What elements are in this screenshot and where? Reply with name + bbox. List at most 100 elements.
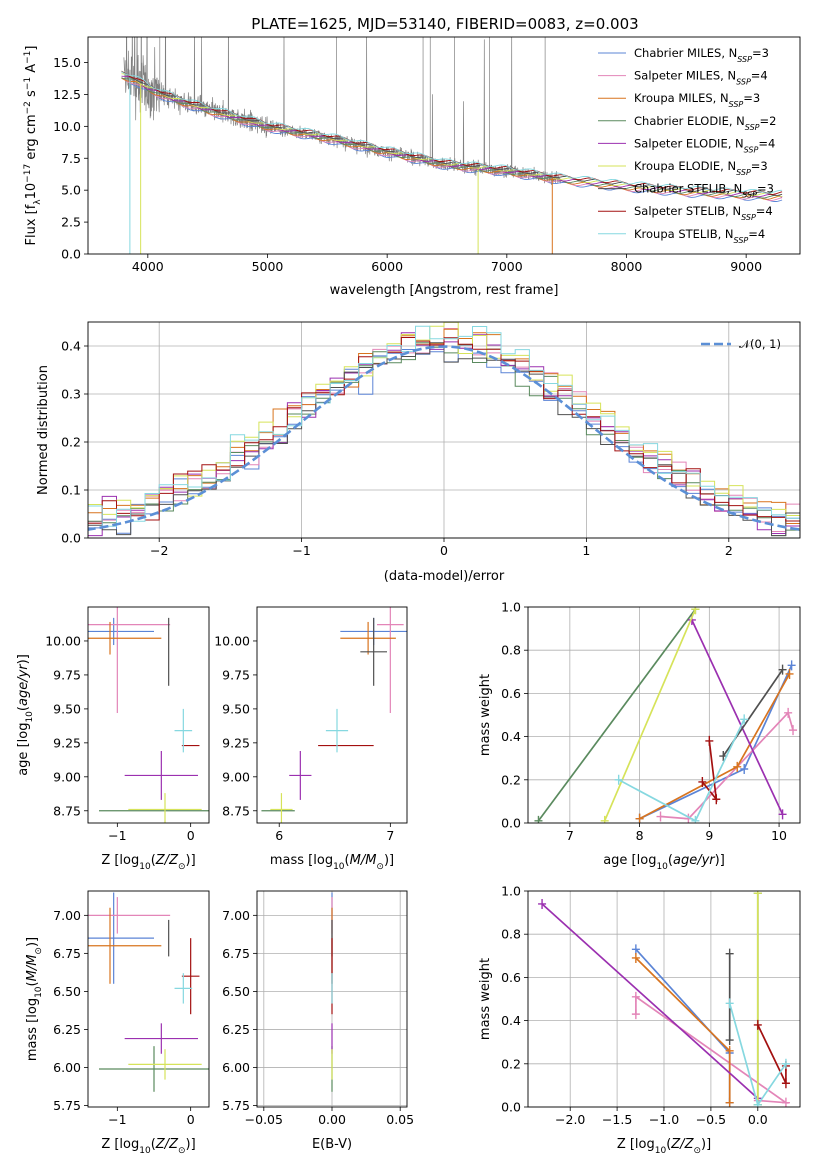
label-part: −17 xyxy=(23,164,33,183)
legend-n: =4 xyxy=(758,136,775,150)
plot-area-residuals xyxy=(88,322,800,537)
weight-line xyxy=(541,903,759,1100)
label-part: ( xyxy=(668,853,673,868)
axes-mass_vs_ebv: −0.05 0.00 0.05 5.75 6.00 6.25 6.50 6.75 7.00 E(B… xyxy=(222,890,414,1152)
label-part: ( xyxy=(345,853,350,868)
model-spectrum xyxy=(121,75,783,198)
weight-marker xyxy=(614,774,623,785)
label-part: M/M xyxy=(350,853,377,868)
grid-weight_vs_age xyxy=(528,606,800,824)
axes-spectrum: 4000 5000 6000 7000 8000 9000 0.0 2.5 5.0 7.5 10.0… xyxy=(23,36,801,298)
weight-line xyxy=(618,718,745,822)
label-part: age [log xyxy=(16,723,31,776)
y-tick-label: 0.8 xyxy=(501,927,521,942)
x-axis-label: Z [log10(Z/Z⊙)] xyxy=(617,1137,711,1156)
y-tick-label: 8.75 xyxy=(222,803,250,818)
x-axis-label: mass [log10(M/M⊙)] xyxy=(270,853,394,872)
axes-weight_vs_age: 7 8 9 10 0.0 0.2 0.4 0.6 0.8 1.0 mass weight age [l… xyxy=(478,600,801,872)
label-part: 10 xyxy=(24,183,39,200)
label-part: ⊙ xyxy=(34,947,44,955)
label-part: )] xyxy=(186,853,196,868)
legend-label: Kroupa ELODIE, NSSP=3 xyxy=(634,159,768,177)
y-tick-label: 6.75 xyxy=(53,946,81,961)
axis-age_vs_mass: 6 7 8.75 9.00 9.25 9.50 9.75 10.00 mass [log10(M… xyxy=(214,606,408,872)
weight-marker xyxy=(781,1058,790,1069)
label-part: erg cm xyxy=(24,114,39,163)
label-part: −1 xyxy=(23,51,33,64)
x-tick-label: −0.05 xyxy=(245,1112,283,1127)
axes-frame xyxy=(87,36,801,255)
weight-marker xyxy=(725,948,734,959)
legend-name: Salpeter MILES, N xyxy=(634,69,736,83)
label-part: ⊙ xyxy=(376,862,384,872)
weight-marker xyxy=(631,991,640,1002)
x-axis-label: age [log10(age/yr)] xyxy=(603,853,725,872)
legend-label: Salpeter STELIB, NSSP=4 xyxy=(634,204,773,222)
weight-marker xyxy=(698,776,707,787)
y-tick-label: 1.0 xyxy=(501,600,521,615)
y-tick-label: 6.00 xyxy=(222,1060,250,1075)
x-tick-label: −1 xyxy=(108,1112,126,1127)
y-axis-label: mass weight xyxy=(478,958,493,1040)
y-tick-label: 6.50 xyxy=(222,984,250,999)
axes-frame xyxy=(256,606,408,824)
y-axis-label: mass weight xyxy=(478,674,493,756)
y-tick-label: 0.4 xyxy=(501,729,521,744)
grid-weight_vs_Z xyxy=(528,890,800,1108)
weight-marker xyxy=(631,1009,640,1020)
y-tick-label: 9.25 xyxy=(222,735,250,750)
weight-marker xyxy=(725,1097,734,1107)
label-part: )] xyxy=(16,654,31,664)
plot-area-weight_vs_age xyxy=(534,607,798,823)
y-tick-label: 0.2 xyxy=(61,435,81,450)
y-tick-label: 10.00 xyxy=(45,633,81,648)
x-axis-label: E(B-V) xyxy=(312,1137,352,1152)
label-part: Z [log xyxy=(101,853,139,868)
legend-label: Chabrier STELIB, NSSP=3 xyxy=(634,182,774,200)
y-tick-label: 1.0 xyxy=(501,884,521,899)
y-tick-label: 9.50 xyxy=(222,701,250,716)
x-axis-label: (data-model)/error xyxy=(384,569,505,584)
x-tick-label: 0.05 xyxy=(386,1112,414,1127)
label-part: ( xyxy=(25,981,40,986)
axes-frame xyxy=(87,606,210,824)
x-tick-label: 8000 xyxy=(611,259,643,274)
label-part: A xyxy=(24,64,39,77)
x-tick-label: −2 xyxy=(150,543,168,558)
x-tick-label: 6 xyxy=(275,828,283,843)
y-tick-label: 0.4 xyxy=(501,1013,521,1028)
weight-marker xyxy=(691,815,700,823)
y-tick-label: 6.50 xyxy=(53,984,81,999)
legend-sub: SSP xyxy=(729,100,744,109)
legend-sub: SSP xyxy=(741,213,756,222)
x-tick-label: 10 xyxy=(771,828,787,843)
label-part: 10 xyxy=(25,711,35,723)
legend-n: =4 xyxy=(751,69,768,83)
weight-marker xyxy=(631,944,640,955)
y-tick-label: 9.25 xyxy=(53,735,81,750)
weight-marker xyxy=(725,998,734,1009)
weight-marker xyxy=(631,952,640,963)
label-part: ( xyxy=(151,1137,156,1152)
axes-age_vs_mass: 6 7 8.75 9.00 9.25 9.50 9.75 10.00 mass [log10(M… xyxy=(214,606,408,872)
label-part: Z/Z xyxy=(670,1137,694,1152)
y-tick-label: 0.2 xyxy=(501,1056,521,1071)
label-part: −1 xyxy=(23,77,33,90)
y-tick-label: 6.25 xyxy=(53,1022,81,1037)
x-axis-label: wavelength [Angstrom, rest frame] xyxy=(330,283,559,298)
x-tick-label: 2 xyxy=(725,543,733,558)
label-part: Z/Z xyxy=(155,853,179,868)
label-part: ] xyxy=(24,46,39,51)
weight-marker xyxy=(778,664,787,675)
weight-marker xyxy=(785,668,794,679)
legend-n: =3 xyxy=(752,46,769,60)
x-tick-label: 7000 xyxy=(491,259,523,274)
label-part: Z [log xyxy=(617,1137,655,1152)
y-tick-label: 7.00 xyxy=(53,908,81,923)
y-tick-label: 0.0 xyxy=(61,531,81,546)
legend-sub: SSP xyxy=(742,190,757,199)
axis-mass_vs_Z: −1 05.756.006.256.506.757.00Z [log10(Z/Z⊙… xyxy=(25,890,210,1156)
weight-line xyxy=(603,608,697,822)
weight-marker xyxy=(538,898,547,909)
